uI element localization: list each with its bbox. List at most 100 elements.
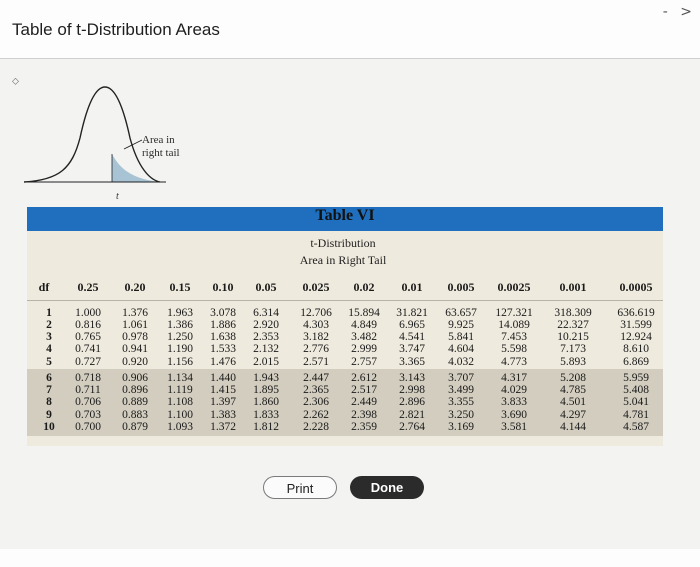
table-cell: 1.000 [75, 307, 101, 319]
table-cell: 0.727 [75, 356, 101, 368]
column-header: 0.0005 [619, 280, 653, 294]
window-controls[interactable]: - > [662, 4, 696, 20]
df-value: 3 [46, 331, 52, 343]
table-cell: 1.156 [167, 356, 193, 368]
area-label-line2: right tail [142, 147, 180, 159]
table-cell: 7.453 [501, 331, 527, 343]
table-cell: 4.317 [501, 372, 527, 384]
table-cell: 636.619 [617, 307, 655, 319]
table-cell: 127.321 [495, 307, 533, 319]
table-cell: 2.920 [253, 319, 279, 331]
t-distribution-curve-icon [23, 86, 166, 183]
table-cell: 2.612 [351, 372, 377, 384]
table-cell: 8.610 [623, 343, 649, 355]
table-cell: 2.262 [303, 409, 329, 421]
table-cell: 1.860 [253, 396, 279, 408]
table-cell: 5.841 [448, 331, 474, 343]
column-header: 0.001 [559, 280, 587, 294]
table-cell: 1.476 [210, 356, 236, 368]
table-cell: 1.895 [253, 384, 279, 396]
table-cell: 2.821 [399, 409, 425, 421]
table-cell: 4.144 [560, 421, 586, 433]
table-cell: 5.893 [560, 356, 586, 368]
table-cell: 1.963 [167, 307, 193, 319]
table-cell: 2.015 [253, 356, 279, 368]
table-cell: 12.706 [300, 307, 332, 319]
table-cell: 12.924 [620, 331, 652, 343]
table-cell: 1.376 [122, 307, 148, 319]
table-cell: 31.599 [620, 319, 652, 331]
title-divider [0, 58, 700, 59]
table-cell: 4.849 [351, 319, 377, 331]
resize-icon[interactable]: ⬦ [12, 76, 19, 87]
table-cell: 2.398 [351, 409, 377, 421]
table-cell: 1.886 [210, 319, 236, 331]
table-cell: 2.365 [303, 384, 329, 396]
done-button[interactable]: Done [350, 476, 424, 499]
table-cell: 4.297 [560, 409, 586, 421]
table-cell: 1.119 [167, 384, 193, 396]
print-button[interactable]: Print [263, 476, 337, 499]
table-cell: 3.143 [399, 372, 425, 384]
table-cell: 4.029 [501, 384, 527, 396]
table-cell: 6.869 [623, 356, 649, 368]
table-cell: 4.303 [303, 319, 329, 331]
table-cell: 2.998 [399, 384, 425, 396]
table-cell: 1.372 [210, 421, 236, 433]
table-cell: 3.250 [448, 409, 474, 421]
column-header: 0.25 [77, 280, 99, 294]
table-cell: 0.741 [75, 343, 101, 355]
table-cell: 15.894 [348, 307, 380, 319]
table-cell: 3.169 [448, 421, 474, 433]
table-cell: 1.833 [253, 409, 279, 421]
df-value: 6 [46, 372, 52, 384]
table-cell: 1.943 [253, 372, 279, 384]
table-cell: 2.359 [351, 421, 377, 433]
column-header: 0.01 [401, 280, 423, 294]
page-title: Table of t-Distribution Areas [12, 20, 220, 39]
column-header: 0.005 [447, 280, 475, 294]
df-value: 4 [46, 343, 52, 355]
column-header: 0.15 [169, 280, 191, 294]
table-cell: 1.440 [210, 372, 236, 384]
table-cell: 5.208 [560, 372, 586, 384]
table-cell: 2.447 [303, 372, 329, 384]
table-header-band [27, 207, 663, 231]
table-cell: 3.182 [303, 331, 329, 343]
table-cell: 3.747 [399, 343, 425, 355]
df-value: 7 [46, 384, 52, 396]
table-cell: 1.386 [167, 319, 193, 331]
table-cell: 0.711 [75, 384, 101, 396]
table-cell: 1.533 [210, 343, 236, 355]
table-cell: 1.250 [167, 331, 193, 343]
table-cell: 2.449 [351, 396, 377, 408]
table-cell: 0.896 [122, 384, 148, 396]
table-cell: 7.173 [560, 343, 586, 355]
table-cell: 0.889 [122, 396, 148, 408]
table-cell: 3.482 [351, 331, 377, 343]
table-cell: 3.078 [210, 307, 236, 319]
table-cell: 10.215 [557, 331, 589, 343]
column-header: 0.02 [353, 280, 375, 294]
table-cell: 9.925 [448, 319, 474, 331]
table-number: Table VI [315, 207, 375, 224]
table-cell: 1.108 [167, 396, 193, 408]
table-cell: 4.773 [501, 356, 527, 368]
table-cell: 3.355 [448, 396, 474, 408]
column-header: 0.025 [302, 280, 330, 294]
table-cell: 0.700 [75, 421, 101, 433]
table-cell: 1.638 [210, 331, 236, 343]
table-cell: 0.706 [75, 396, 101, 408]
table-cell: 1.093 [167, 421, 193, 433]
area-label: Area in right tail [142, 134, 180, 160]
table-cell: 2.776 [303, 343, 329, 355]
df-value: 5 [46, 356, 52, 368]
table-cell: 5.041 [623, 396, 649, 408]
column-header: 0.05 [255, 280, 277, 294]
table-cell: 3.499 [448, 384, 474, 396]
df-value: 10 [43, 421, 55, 433]
shaded-rows-band [27, 369, 663, 436]
column-header: 0.10 [212, 280, 234, 294]
table-cell: 3.365 [399, 356, 425, 368]
table-cell: 63.657 [445, 307, 477, 319]
